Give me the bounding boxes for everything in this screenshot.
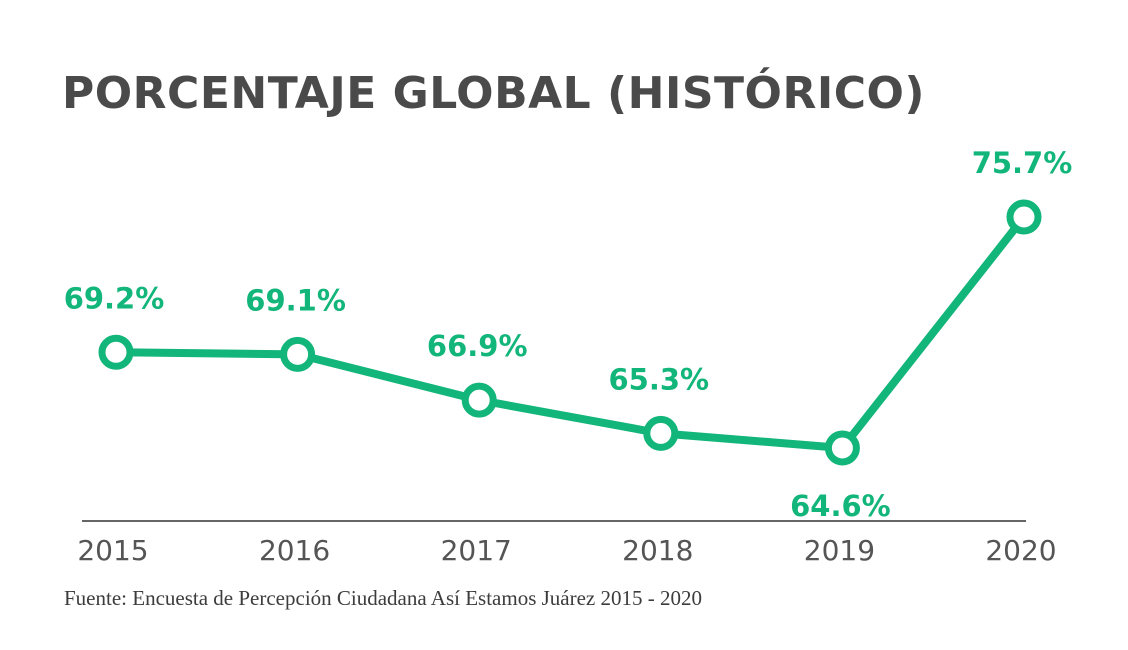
chart-title: PORCENTAJE GLOBAL (HISTÓRICO) bbox=[62, 68, 926, 119]
data-labels: 69.2% 69.1% 66.9% 65.3% 64.6% 75.7% bbox=[64, 146, 1073, 523]
data-label-2017: 66.9% bbox=[427, 329, 528, 363]
x-tick-2020: 2020 bbox=[985, 534, 1056, 567]
x-axis-ticks: 2015 2016 2017 2018 2019 2020 bbox=[77, 534, 1056, 567]
data-point-2017 bbox=[461, 382, 497, 418]
data-point-2019 bbox=[824, 430, 860, 466]
x-tick-2018: 2018 bbox=[622, 534, 693, 567]
data-point-2015 bbox=[98, 334, 134, 370]
x-tick-2015: 2015 bbox=[77, 534, 148, 567]
data-label-2015: 69.2% bbox=[64, 281, 165, 315]
data-point-2016 bbox=[280, 336, 316, 372]
data-point-2020 bbox=[1006, 199, 1042, 235]
x-tick-2016: 2016 bbox=[259, 534, 330, 567]
data-point-2018 bbox=[643, 415, 679, 451]
x-tick-2017: 2017 bbox=[441, 534, 512, 567]
data-markers bbox=[98, 199, 1042, 466]
series-line bbox=[112, 213, 1028, 452]
data-label-2019: 64.6% bbox=[790, 489, 891, 523]
data-label-2016: 69.1% bbox=[245, 283, 346, 317]
x-tick-2019: 2019 bbox=[804, 534, 875, 567]
data-label-2020: 75.7% bbox=[972, 146, 1073, 180]
source-note: Fuente: Encuesta de Percepción Ciudadana… bbox=[64, 586, 702, 610]
data-label-2018: 65.3% bbox=[608, 362, 709, 396]
